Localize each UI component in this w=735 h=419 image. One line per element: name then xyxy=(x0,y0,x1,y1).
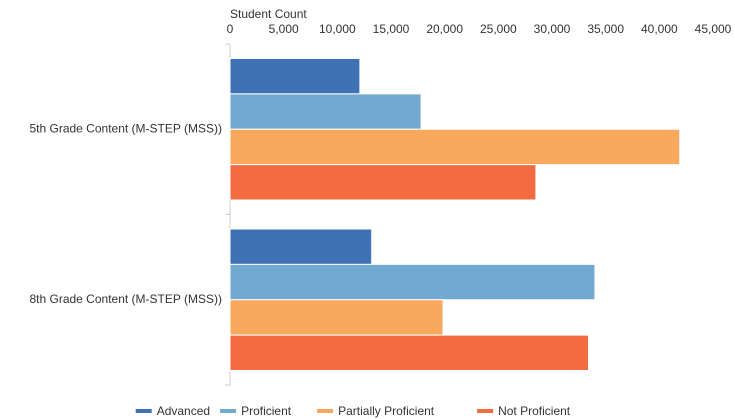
y-tick-label: 8th Grade Content (M-STEP (MSS)) xyxy=(29,292,222,306)
x-tick-label: 35,000 xyxy=(587,22,624,36)
legend-label: Advanced xyxy=(157,404,210,418)
bar xyxy=(229,263,596,301)
legend-swatch xyxy=(220,409,237,413)
legend-label: Partially Proficient xyxy=(338,404,435,418)
legend-swatch xyxy=(317,409,334,413)
bar xyxy=(229,334,589,371)
x-tick-label: 15,000 xyxy=(373,22,410,36)
x-tick-label: 30,000 xyxy=(534,22,571,36)
x-tick-label: 10,000 xyxy=(319,22,356,36)
bar xyxy=(229,228,373,265)
legend-label: Proficient xyxy=(241,404,292,418)
bar xyxy=(229,128,681,166)
x-tick-label: 20,000 xyxy=(426,22,463,36)
y-tick-label: 5th Grade Content (M-STEP (MSS)) xyxy=(29,121,222,135)
x-tick-label: 5,000 xyxy=(269,22,299,36)
x-tick-label: 0 xyxy=(227,22,234,36)
legend-swatch xyxy=(135,409,152,413)
bar xyxy=(229,58,361,95)
legend-label: Not Proficient xyxy=(498,404,571,418)
legend-swatch xyxy=(477,409,494,413)
axis-title: Student Count xyxy=(230,7,307,21)
x-tick-label: 40,000 xyxy=(641,22,678,36)
bar xyxy=(229,299,444,336)
x-tick-label: 25,000 xyxy=(480,22,517,36)
bar xyxy=(229,164,537,201)
bar xyxy=(229,93,422,130)
x-tick-label: 45,000 xyxy=(695,22,732,36)
